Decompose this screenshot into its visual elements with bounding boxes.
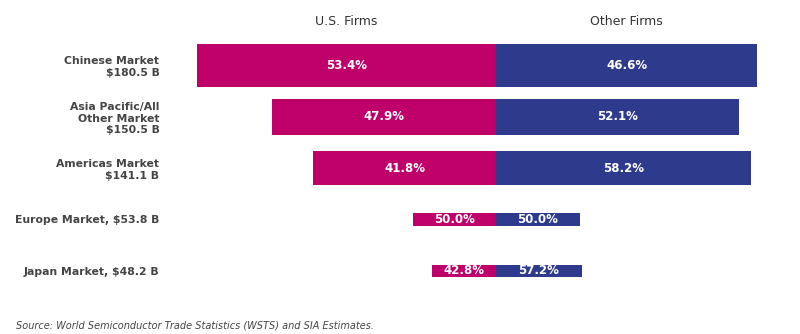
Text: 53.4%: 53.4%	[326, 59, 367, 72]
Text: 41.8%: 41.8%	[384, 162, 425, 175]
Text: 50.0%: 50.0%	[518, 213, 558, 226]
Bar	[496, 213, 579, 226]
Text: 57.2%: 57.2%	[518, 264, 559, 277]
Text: 58.2%: 58.2%	[603, 162, 644, 175]
Text: 46.6%: 46.6%	[606, 59, 647, 72]
Bar	[432, 265, 496, 277]
Bar	[496, 44, 757, 87]
Text: Other Firms: Other Firms	[590, 15, 663, 28]
Bar	[197, 44, 496, 87]
Bar	[273, 99, 496, 135]
Bar	[313, 151, 496, 185]
Bar	[496, 265, 582, 277]
Bar	[413, 213, 496, 226]
Bar	[496, 151, 751, 185]
Text: Source: World Semiconductor Trade Statistics (WSTS) and SIA Estimates.: Source: World Semiconductor Trade Statis…	[16, 321, 374, 331]
Text: U.S. Firms: U.S. Firms	[315, 15, 378, 28]
Text: 50.0%: 50.0%	[434, 213, 475, 226]
Text: 47.9%: 47.9%	[364, 110, 405, 123]
Text: 42.8%: 42.8%	[443, 264, 485, 277]
Bar	[496, 99, 739, 135]
Text: 52.1%: 52.1%	[598, 110, 638, 123]
